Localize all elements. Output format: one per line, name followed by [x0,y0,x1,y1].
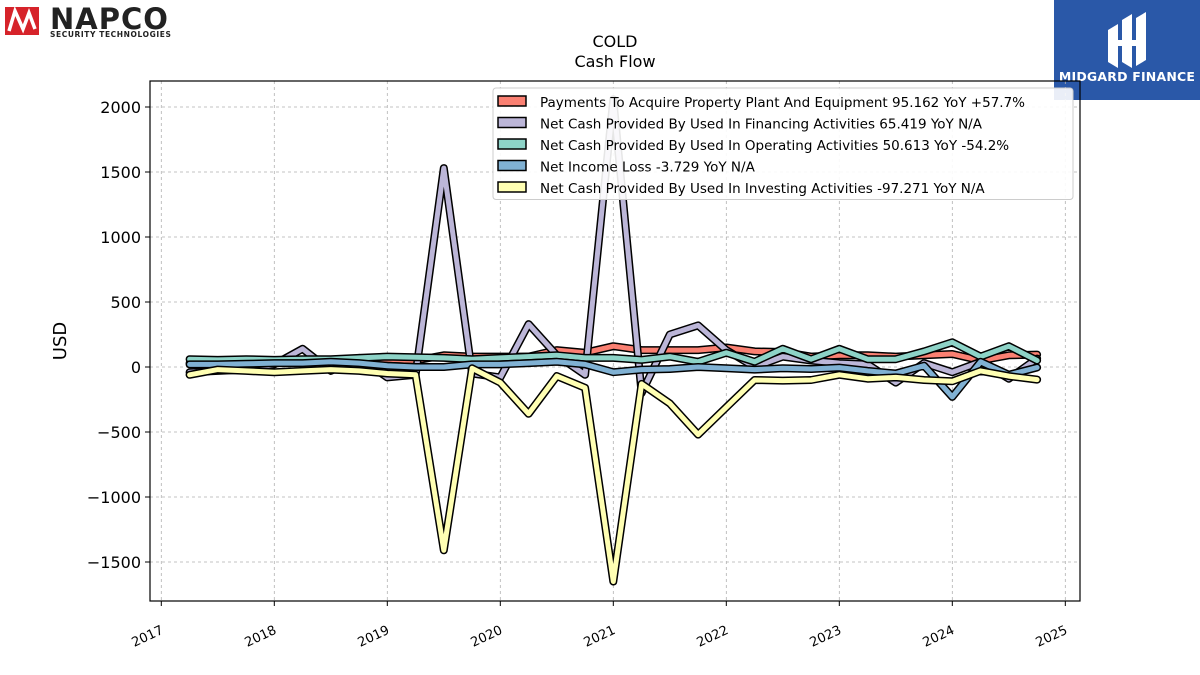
series-4-line [187,365,1040,584]
y-axis-label: USD [50,322,71,360]
midgard-logo-mark-icon [1108,12,1146,68]
y-tick-label: −500 [97,423,141,442]
x-tick-label: 2020 [469,623,505,651]
x-tick-label: 2018 [243,623,279,651]
napco-logo-subtitle: SECURITY TECHNOLOGIES [50,30,172,39]
x-tick-label: 2024 [921,623,957,651]
x-tick-label: 2019 [356,623,392,651]
legend-label: Net Cash Provided By Used In Operating A… [540,138,1009,154]
y-tick-label: 500 [110,293,141,312]
x-tick-label: 2025 [1034,623,1070,651]
midgard-logo-name: MIDGARD FINANCE [1058,69,1196,84]
midgard-logo: MIDGARD FINANCE [1054,0,1200,100]
legend-label: Net Cash Provided By Used In Investing A… [540,181,985,197]
chart-subtitle: Cash Flow [574,52,656,71]
y-tick-label: 1500 [100,163,141,182]
y-tick-label: 1000 [100,228,141,247]
x-tick-label: 2021 [582,623,618,651]
legend-swatch [497,181,527,193]
napco-logo: NAPCO SECURITY TECHNOLOGIES [5,2,210,41]
y-tick-label: −1000 [87,488,141,507]
legend-swatch [497,159,527,172]
legend-swatch [497,138,527,150]
y-tick-label: −1500 [87,553,141,572]
y-tick-label: 2000 [100,98,141,117]
y-tick-label: 0 [131,358,141,377]
legend-label: Net Cash Provided By Used In Financing A… [540,117,983,133]
legend-label: Net Income Loss -3.729 YoY N/A [540,160,756,176]
legend-swatch [497,116,527,129]
napco-logo-name: NAPCO [50,2,169,36]
x-tick-label: 2017 [130,623,166,651]
napco-logo-mark-icon [5,5,39,35]
x-tick-label: 2023 [808,623,844,651]
legend-swatch [497,95,527,107]
chart-title: COLD [592,32,638,51]
legend-box [492,87,1074,200]
x-tick-label: 2022 [695,623,731,651]
legend-label: Payments To Acquire Property Plant And E… [540,95,1025,111]
plot-frame [149,80,1081,602]
